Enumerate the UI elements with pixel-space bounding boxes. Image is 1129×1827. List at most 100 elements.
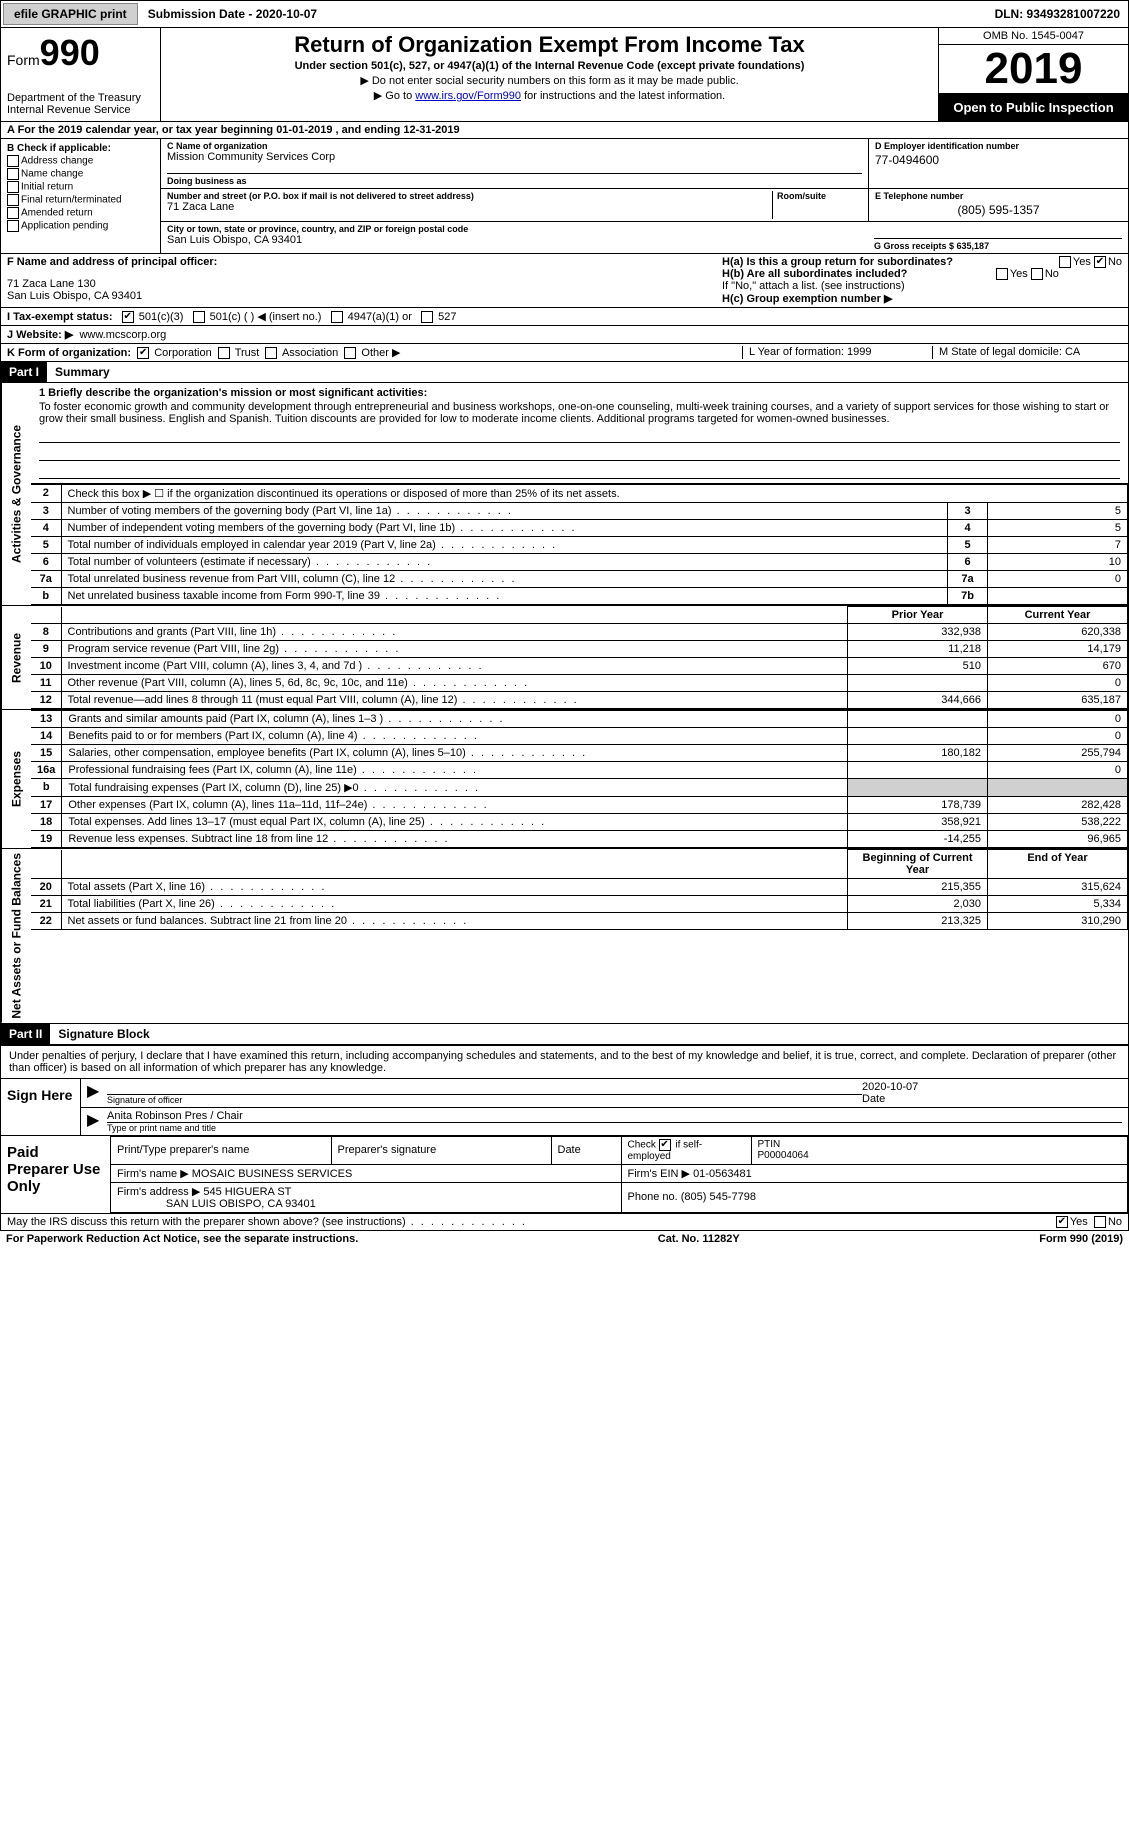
form-org-label: K Form of organization:: [7, 347, 131, 359]
box-cd: C Name of organization Mission Community…: [161, 139, 1128, 253]
beginning-year-hdr: Beginning of Current Year: [848, 850, 988, 879]
chk-initial-return[interactable]: Initial return: [7, 181, 154, 193]
ein-value: 77-0494600: [875, 151, 1122, 169]
chk-self-employed[interactable]: [659, 1139, 671, 1151]
table-row: 21Total liabilities (Part X, line 26)2,0…: [31, 896, 1128, 913]
chk-corporation[interactable]: [137, 347, 149, 359]
part-1: Part I Summary Activities & Governance 1…: [0, 362, 1129, 1024]
ein-label: D Employer identification number: [875, 141, 1122, 151]
hb-yes[interactable]: [996, 268, 1008, 280]
ha-yes[interactable]: [1059, 256, 1071, 268]
chk-501c[interactable]: [193, 311, 205, 323]
mission-label: 1 Briefly describe the organization's mi…: [39, 387, 1120, 399]
form-number: 990: [40, 32, 100, 73]
end-year-hdr: End of Year: [988, 850, 1128, 879]
form-subtitle: Under section 501(c), 527, or 4947(a)(1)…: [165, 60, 934, 72]
box-h: H(a) Is this a group return for subordin…: [722, 256, 1122, 305]
chk-amended-return[interactable]: Amended return: [7, 207, 154, 219]
sig-date-value: 2020-10-07: [862, 1081, 1122, 1093]
tab-netassets: Net Assets or Fund Balances: [1, 849, 31, 1023]
form-990-label: Form990: [7, 32, 154, 74]
table-row: 15Salaries, other compensation, employee…: [31, 745, 1128, 762]
mission-text: To foster economic growth and community …: [39, 401, 1120, 425]
website-value: www.mcscorp.org: [79, 329, 166, 341]
omb-number: OMB No. 1545-0047: [939, 28, 1128, 45]
prep-name-label: Print/Type preparer's name: [111, 1136, 331, 1164]
box-f: F Name and address of principal officer:…: [7, 256, 722, 305]
governance-section: Activities & Governance 1 Briefly descri…: [1, 383, 1128, 605]
box-k: K Form of organization: Corporation Trus…: [7, 346, 742, 359]
discuss-row: May the IRS discuss this return with the…: [0, 1214, 1129, 1231]
dba-label: Doing business as: [167, 173, 862, 186]
discuss-yes[interactable]: [1056, 1216, 1068, 1228]
form-word: Form: [7, 52, 40, 68]
discuss-no[interactable]: [1094, 1216, 1106, 1228]
officer-label: F Name and address of principal officer:: [7, 256, 722, 268]
phone-value: (805) 595-1357: [875, 201, 1122, 219]
tax-period-row: A For the 2019 calendar year, or tax yea…: [0, 122, 1129, 139]
chk-4947[interactable]: [331, 311, 343, 323]
header-right: OMB No. 1545-0047 2019 Open to Public In…: [938, 28, 1128, 121]
efile-print-button[interactable]: efile GRAPHIC print: [3, 3, 138, 25]
gross-cell: G Gross receipts $ 635,187: [868, 222, 1128, 253]
irs-link[interactable]: www.irs.gov/Form990: [415, 90, 521, 102]
table-row: 14Benefits paid to or for members (Part …: [31, 728, 1128, 745]
ha-no[interactable]: [1094, 256, 1106, 268]
prep-date-label: Date: [551, 1136, 621, 1164]
page-footer: For Paperwork Reduction Act Notice, see …: [0, 1231, 1129, 1247]
chk-527[interactable]: [421, 311, 433, 323]
chk-trust[interactable]: [218, 347, 230, 359]
part-2-header: Part II: [1, 1024, 50, 1044]
arrow-icon: ▶: [87, 1081, 107, 1105]
addr-label: Number and street (or P.O. box if mail i…: [167, 191, 772, 201]
table-row: 6Total number of volunteers (estimate if…: [31, 554, 1128, 571]
box-i: I Tax-exempt status: 501(c)(3) 501(c) ( …: [0, 308, 1129, 326]
form-header: Form990 Department of the Treasury Inter…: [0, 28, 1129, 122]
header-mid: Return of Organization Exempt From Incom…: [161, 28, 938, 121]
dept-label: Department of the Treasury Internal Reve…: [7, 92, 154, 116]
table-row: 13Grants and similar amounts paid (Part …: [31, 711, 1128, 728]
table-row: 11Other revenue (Part VIII, column (A), …: [31, 675, 1128, 692]
h-b-row: H(b) Are all subordinates included? Yes …: [722, 268, 1122, 280]
tab-expenses: Expenses: [1, 710, 31, 848]
chk-name-change[interactable]: Name change: [7, 168, 154, 180]
address-cell: Number and street (or P.O. box if mail i…: [161, 189, 868, 221]
revenue-section: Revenue Prior Year Current Year 8Contrib…: [1, 605, 1128, 709]
chk-address-change[interactable]: Address change: [7, 155, 154, 167]
h-a-row: H(a) Is this a group return for subordin…: [722, 256, 1122, 268]
chk-association[interactable]: [265, 347, 277, 359]
part-1-header: Part I: [1, 362, 47, 382]
table-row: 20Total assets (Part X, line 16)215,3553…: [31, 879, 1128, 896]
part-1-title: Summary: [47, 362, 118, 382]
current-year-hdr: Current Year: [988, 607, 1128, 624]
ptin-cell: PTINP00004064: [751, 1136, 1128, 1164]
header-left: Form990 Department of the Treasury Inter…: [1, 28, 161, 121]
chk-other[interactable]: [344, 347, 356, 359]
dln-label: DLN: 93493281007220: [987, 4, 1128, 24]
table-row: 8Contributions and grants (Part VIII, li…: [31, 624, 1128, 641]
chk-final-return[interactable]: Final return/terminated: [7, 194, 154, 206]
officer-name-title: Anita Robinson Pres / Chair: [107, 1110, 1122, 1123]
table-row: Print/Type preparer's name Preparer's si…: [111, 1136, 1128, 1164]
h-b-note: If "No," attach a list. (see instruction…: [722, 280, 1122, 292]
box-j: J Website: ▶ www.mcscorp.org: [0, 326, 1129, 344]
chk-501c3[interactable]: [122, 311, 134, 323]
preparer-table: Print/Type preparer's name Preparer's si…: [111, 1136, 1128, 1213]
part-2: Part II Signature Block: [0, 1024, 1129, 1046]
table-row: Firm's name ▶ MOSAIC BUSINESS SERVICES F…: [111, 1164, 1128, 1182]
org-name-cell: C Name of organization Mission Community…: [161, 139, 868, 188]
table-row: Beginning of Current Year End of Year: [31, 850, 1128, 879]
table-row: bNet unrelated business taxable income f…: [31, 588, 1128, 605]
arrow-icon: ▶: [87, 1110, 107, 1133]
paid-preparer-block: Paid Preparer Use Only Print/Type prepar…: [0, 1136, 1129, 1214]
hb-no[interactable]: [1031, 268, 1043, 280]
table-row: 2Check this box ▶ ☐ if the organization …: [31, 485, 1128, 503]
box-f-h: F Name and address of principal officer:…: [0, 254, 1129, 308]
revenue-table: Prior Year Current Year 8Contributions a…: [31, 606, 1128, 709]
org-name-label: C Name of organization: [167, 141, 862, 151]
cat-no: Cat. No. 11282Y: [358, 1233, 1039, 1245]
chk-application-pending[interactable]: Application pending: [7, 220, 154, 232]
city-label: City or town, state or province, country…: [167, 224, 862, 234]
governance-table: 2Check this box ▶ ☐ if the organization …: [31, 484, 1128, 605]
sig-date-label: Date: [862, 1093, 1122, 1105]
